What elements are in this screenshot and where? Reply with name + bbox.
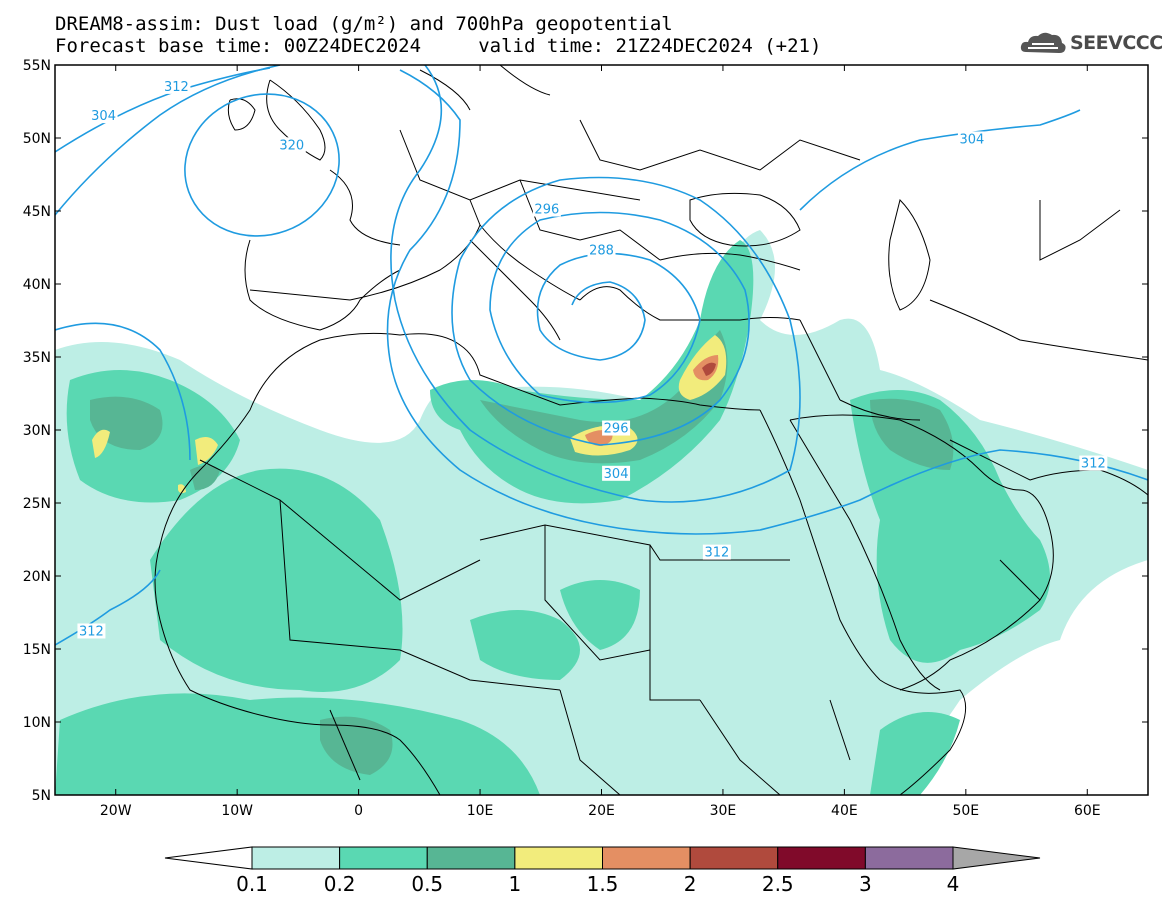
colorbar-level-label: 0.5 bbox=[411, 872, 443, 896]
contour-label: 312 bbox=[79, 624, 104, 639]
contour-label: 320 bbox=[279, 138, 304, 153]
contour-label-bg bbox=[277, 137, 306, 153]
colorbar-swatch bbox=[514, 846, 603, 870]
lat-tick-label: 10N bbox=[23, 715, 51, 731]
contour-label: 312 bbox=[704, 546, 729, 561]
contour-label: 304 bbox=[959, 132, 984, 147]
lat-tick-label: 25N bbox=[23, 496, 51, 512]
lon-tick-label: 10W bbox=[221, 803, 253, 819]
colorbar-level-label: 3 bbox=[859, 872, 872, 896]
title-line-1: DREAM8-assim: Dust load (g/m²) and 700hP… bbox=[55, 13, 673, 35]
coastlines bbox=[154, 65, 1148, 795]
lon-tick-label: 20W bbox=[100, 803, 132, 819]
colorbar-level-label: 2.5 bbox=[762, 872, 794, 896]
colorbar-level-label: 1.5 bbox=[587, 872, 619, 896]
colorbar-level-label: 0.1 bbox=[236, 872, 268, 896]
lon-tick-label: 30E bbox=[710, 803, 737, 819]
contour-label: 312 bbox=[164, 80, 189, 95]
colorbar-level-label: 2 bbox=[684, 872, 697, 896]
colorbar-swatch bbox=[339, 846, 428, 870]
lat-tick-label: 15N bbox=[23, 642, 51, 658]
colorbar-level-label: 4 bbox=[947, 872, 960, 896]
contour-label: 296 bbox=[534, 203, 559, 218]
colorbar: 0.1 0.2 0.5 1 1.5 2 2.5 3 4 bbox=[164, 846, 1041, 896]
colorbar-level-label: 1 bbox=[509, 872, 522, 896]
lat-tick-label: 35N bbox=[23, 350, 51, 366]
lon-tick-label: 0 bbox=[354, 803, 363, 819]
lat-tick-label: 20N bbox=[23, 569, 51, 585]
title-line-2: Forecast base time: 00Z24DEC2024 valid t… bbox=[55, 35, 822, 57]
lon-tick-label: 50E bbox=[952, 803, 979, 819]
contour-label-bg bbox=[587, 242, 616, 258]
colorbar-level-label: 0.2 bbox=[324, 872, 356, 896]
lon-tick-label: 20E bbox=[588, 803, 615, 819]
lat-axis: 55N 50N 45N 40N 35N 30N 25N 20N 15N 10N 5N bbox=[23, 58, 1148, 804]
contour-label: 296 bbox=[604, 422, 629, 437]
logo-text: SEEVCCC bbox=[1070, 32, 1163, 54]
contour-label-bg bbox=[532, 201, 561, 217]
lat-tick-label: 50N bbox=[23, 131, 51, 147]
colorbar-swatch bbox=[251, 846, 341, 870]
contour-label: 288 bbox=[589, 243, 614, 258]
dust-shade-red bbox=[702, 362, 716, 376]
colorbar-swatch bbox=[602, 846, 691, 870]
contour-label-bg bbox=[89, 108, 118, 124]
contour-label-bg bbox=[602, 420, 631, 436]
contour-label-bg bbox=[1079, 455, 1108, 471]
contour-label: 304 bbox=[604, 467, 629, 482]
lon-axis: 20W 10W 0 10E 20E 30E 40E 50E 60E bbox=[100, 65, 1101, 819]
lat-tick-label: 30N bbox=[23, 423, 51, 439]
lat-tick-label: 40N bbox=[23, 277, 51, 293]
contour-label-bg bbox=[702, 544, 731, 560]
contour-label-bg bbox=[957, 131, 986, 147]
lon-tick-label: 40E bbox=[831, 803, 858, 819]
lat-tick-label: 45N bbox=[23, 204, 51, 220]
lat-tick-label: 55N bbox=[23, 58, 51, 74]
colorbar-swatch bbox=[426, 846, 516, 870]
contour-label-bg bbox=[77, 623, 106, 639]
contour-label-bg bbox=[602, 465, 631, 481]
colorbar-swatch bbox=[864, 846, 954, 870]
dust-shade-high bbox=[90, 330, 954, 775]
colorbar-swatch bbox=[777, 846, 866, 870]
contour-label-bg bbox=[162, 78, 191, 94]
colorbar-upper-arrow bbox=[952, 846, 1041, 870]
contour-label: 304 bbox=[91, 109, 116, 124]
contour-label: 312 bbox=[1081, 457, 1106, 472]
contour-labels: 304 312 320 296 288 296 304 312 304 312 312 bbox=[77, 78, 1108, 639]
colorbar-lower-arrow bbox=[164, 846, 253, 870]
colorbar-swatch bbox=[689, 846, 779, 870]
dust-shade-medium bbox=[55, 240, 1050, 795]
lat-tick-label: 5N bbox=[32, 788, 51, 804]
map-content: 304 312 320 296 288 296 304 312 304 312 312 bbox=[55, 65, 1148, 795]
cloud-icon bbox=[1020, 32, 1066, 53]
lon-tick-label: 60E bbox=[1074, 803, 1101, 819]
seevccc-logo: SEEVCCC bbox=[1018, 28, 1163, 58]
lon-tick-label: 10E bbox=[467, 803, 494, 819]
